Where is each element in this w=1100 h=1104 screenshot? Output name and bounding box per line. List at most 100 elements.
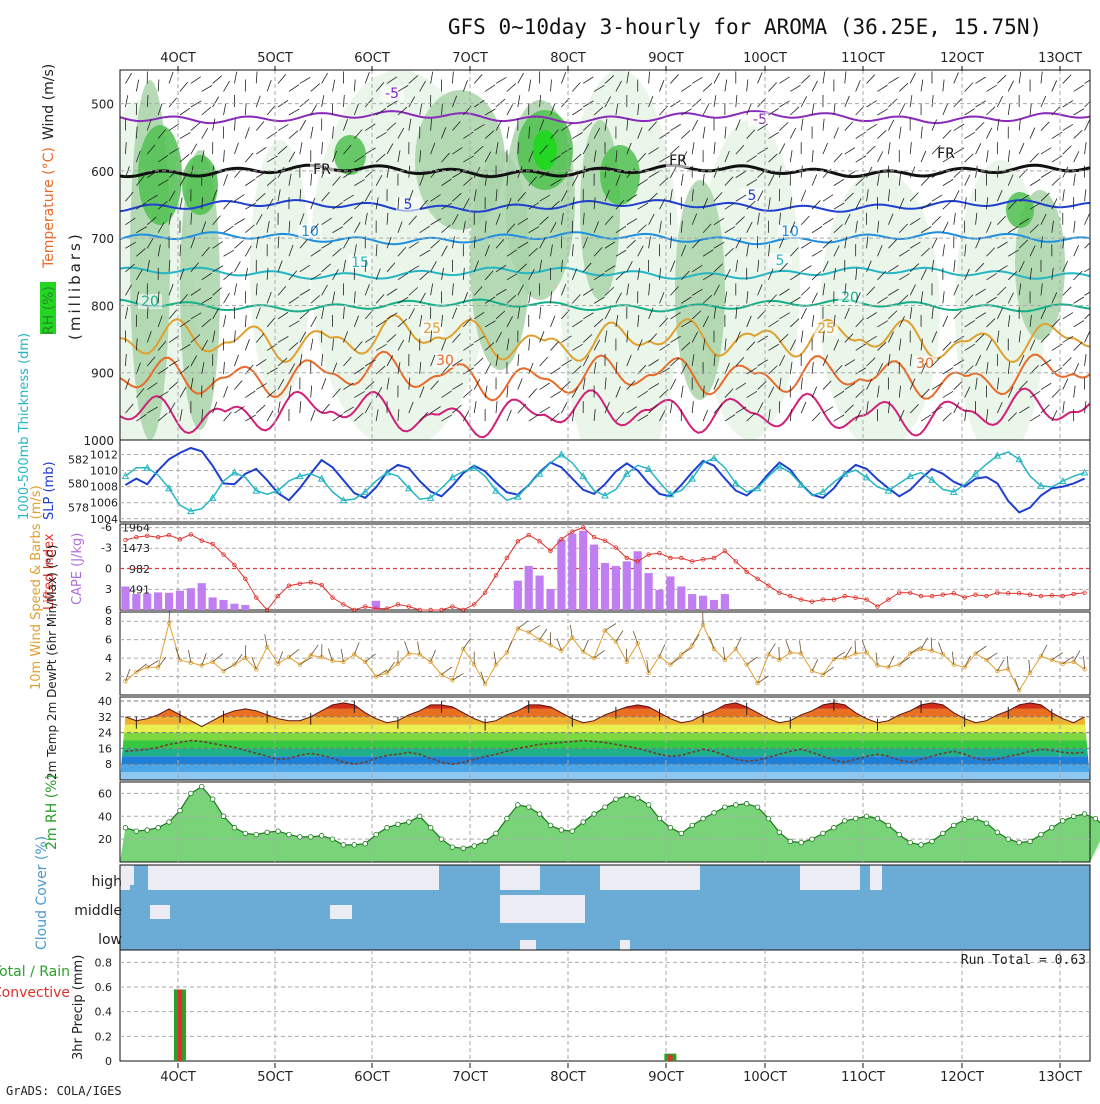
cape-bar-48 [645,573,653,610]
rh2m-point-70 [886,823,891,828]
rh2m-point-42 [581,820,586,825]
wind10-barb-63 [812,659,818,671]
rh2m-point-71 [897,832,902,837]
credit: GrADS: COLA/IGES [6,1084,122,1098]
rh2m-point-32 [472,844,477,849]
rh2m-point-60 [777,830,782,835]
cape-bar-45 [612,566,620,610]
rh2m-point-17 [308,835,313,840]
rh2m-point-6 [189,791,194,796]
rh2m-point-86 [1060,819,1065,824]
cloud-panel [120,865,1090,950]
cape-bar-36 [514,581,522,610]
contour-label-12: 20 [841,290,859,306]
wind10-barb-37 [529,625,540,632]
contour-label-13: 25 [423,321,441,337]
cape-bar-3 [154,592,162,610]
cape-bar-7 [198,583,206,610]
rh2m-point-22 [363,841,368,846]
li-tick-3: 3 [105,583,112,596]
rh2m-point-46 [624,793,629,798]
rh2m-point-78 [973,816,978,821]
rh2m-point-0 [123,825,128,830]
rh2m-point-69 [875,816,880,821]
rh2m-point-51 [679,831,684,836]
wind10-barb-6 [188,650,190,663]
rh2m-point-14 [276,829,281,834]
rh2m-point-73 [919,843,924,848]
cape-bar-0 [121,587,129,610]
rh2m-point-1 [134,829,139,834]
xtick-top-1: 5OCT [257,51,293,66]
wind10-barb-17 [311,645,319,656]
slp-tick-4: 1012 [90,448,118,461]
cape-tick-2: 1473 [122,542,150,555]
slp-tick-3: 1010 [90,465,118,478]
temp2m-label: 2m Temp 2m DewPt (6hr Min/Max) (°C) [45,545,59,780]
xtick-bottom-8: 12OCT [940,1070,984,1085]
rh2m-point-38 [537,812,542,817]
rh2m-point-34 [494,831,499,836]
wind10-barb-79 [986,653,997,660]
wind10-barb-49 [659,644,664,656]
temp-band-8 [120,709,1090,717]
rh2m-point-66 [842,819,847,824]
precip-legend-convective: Convective [0,985,70,1001]
rh2m-point-56 [733,803,738,808]
xtick-bottom-5: 9OCT [648,1070,684,1085]
cape-bar-11 [241,605,249,610]
precip-conv-bar-5 [178,989,182,1061]
wind-tick-0: 2 [105,671,112,684]
wind-tick-2: 6 [105,634,112,647]
wind10-barb-52 [692,634,699,645]
wind-tick-1: 4 [105,652,112,665]
cloud-gap-12 [520,940,536,950]
wind10-barb-28 [431,650,436,662]
rh-shade-4 [560,70,680,490]
upper-ytick-1: 600 [91,165,114,179]
rh2m-point-62 [799,840,804,845]
rh-label: RH (%) [41,286,57,335]
xtick-bottom-3: 7OCT [452,1070,488,1085]
wind10-barb-35 [507,641,512,653]
rh2m-point-53 [701,816,706,821]
temp-band-6 [120,725,1090,733]
cloud-row-middle: middle [74,903,122,919]
temp-tick-3: 32 [98,711,112,724]
temp-band-7 [120,717,1090,725]
rh2m-point-31 [461,846,466,851]
cloud-gap-2 [193,865,439,890]
precip-frame [120,950,1090,1061]
precip-tick-2: 0.4 [95,1006,113,1019]
cloud-gap-3 [500,865,540,890]
thk-tick-1: 580 [68,477,89,490]
precip-tick-4: 0.8 [95,956,113,969]
wind10m-label: 10m Wind Speed & Barbs (m/s) [29,485,44,690]
rh2m-point-4 [167,820,172,825]
cape-bar-6 [187,588,195,610]
rh2m-point-48 [646,803,651,808]
contour-label-15: 30 [436,353,454,369]
cape-bar-5 [176,591,184,610]
wind10-barb-27 [418,642,420,655]
cape-bar-49 [655,590,663,610]
rh2m-point-72 [908,840,913,845]
temp-tick-1: 16 [98,742,112,755]
cape-bar-40 [557,540,565,610]
wind10-barb-64 [823,667,834,675]
rh2m-point-63 [810,837,815,842]
rh2m-point-2 [145,828,150,833]
wind10-barb-47 [633,631,637,643]
rh2m-point-8 [210,797,215,802]
precip-label: 3hr Precip (mm) [71,955,86,1060]
rh2m-point-23 [374,832,379,837]
rh2m-point-37 [526,805,531,810]
wind10-line [125,623,1084,690]
cape-bar-53 [699,596,707,610]
cloud-gap-9 [150,905,170,919]
cape-bar-10 [230,604,238,610]
slp-frame [120,440,1090,522]
